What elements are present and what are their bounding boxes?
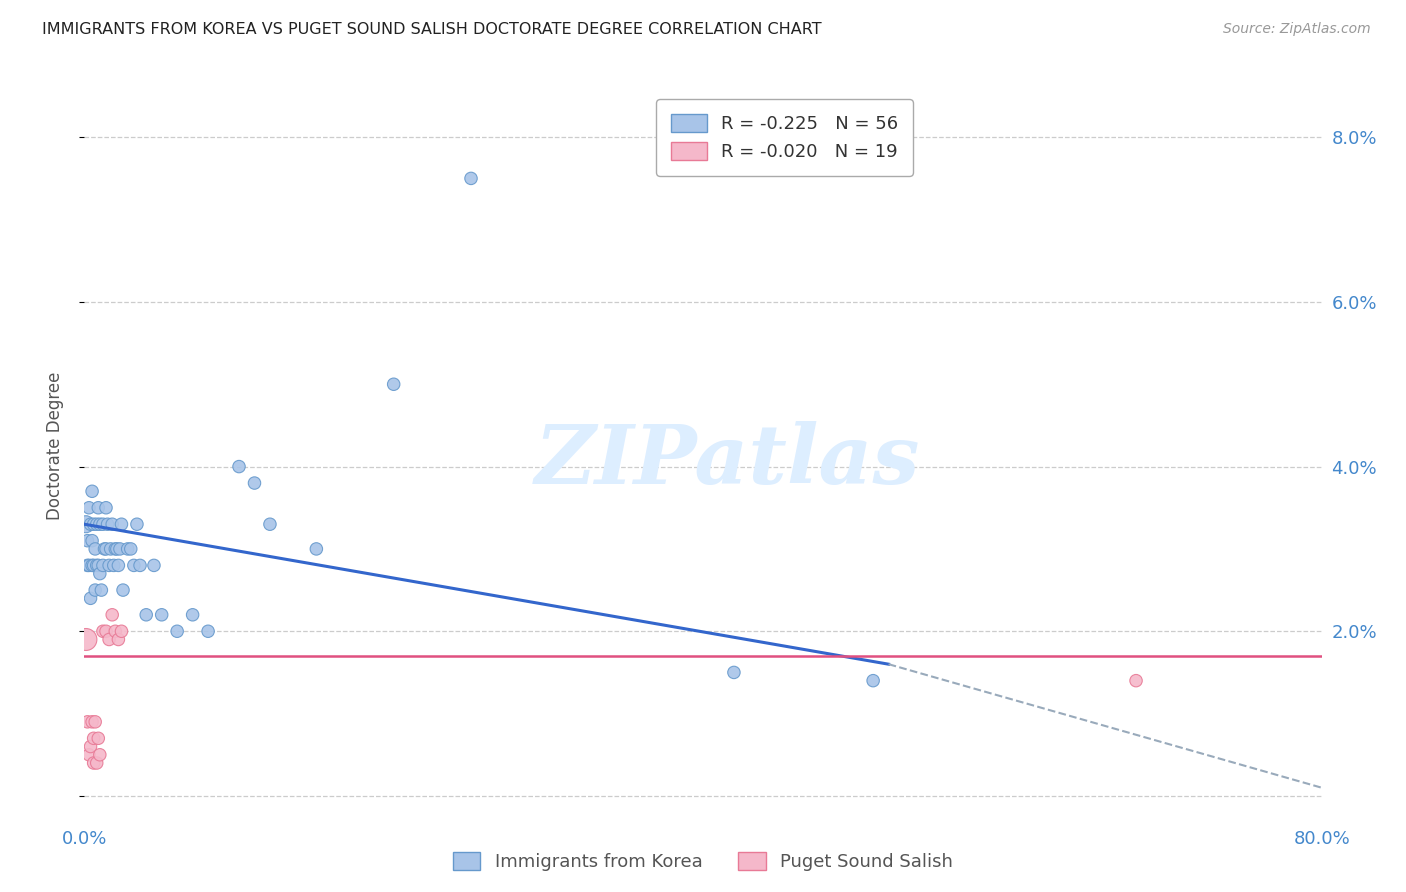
- Point: [86, 558, 108, 573]
- Point: [120, 541, 142, 556]
- Point: [107, 632, 129, 647]
- Point: [76, 714, 98, 729]
- Point: [82, 533, 104, 548]
- Point: [135, 607, 157, 622]
- Point: [89, 517, 111, 532]
- Point: [89, 747, 111, 762]
- Point: [723, 665, 745, 680]
- Point: [75, 517, 97, 532]
- Point: [110, 517, 132, 532]
- Point: [86, 756, 108, 770]
- Point: [94, 500, 117, 515]
- Point: [83, 558, 105, 573]
- Point: [82, 714, 104, 729]
- Point: [143, 558, 166, 573]
- Point: [87, 558, 110, 573]
- Point: [75, 632, 97, 647]
- Point: [76, 558, 98, 573]
- Legend: Immigrants from Korea, Puget Sound Salish: Immigrants from Korea, Puget Sound Salis…: [446, 845, 960, 879]
- Point: [101, 607, 124, 622]
- Point: [91, 624, 114, 639]
- Point: [94, 624, 117, 639]
- Y-axis label: Doctorate Degree: Doctorate Degree: [45, 372, 63, 520]
- Text: Source: ZipAtlas.com: Source: ZipAtlas.com: [1223, 22, 1371, 37]
- Point: [105, 541, 128, 556]
- Point: [104, 624, 127, 639]
- Point: [228, 459, 250, 474]
- Point: [90, 583, 112, 598]
- Point: [259, 517, 281, 532]
- Point: [89, 566, 111, 581]
- Point: [110, 624, 132, 639]
- Point: [87, 500, 110, 515]
- Point: [129, 558, 152, 573]
- Point: [181, 607, 204, 622]
- Point: [94, 541, 117, 556]
- Point: [150, 607, 173, 622]
- Point: [84, 541, 107, 556]
- Point: [98, 632, 121, 647]
- Legend: R = -0.225   N = 56, R = -0.020   N = 19: R = -0.225 N = 56, R = -0.020 N = 19: [657, 99, 912, 176]
- Point: [98, 558, 121, 573]
- Text: ZIPatlas: ZIPatlas: [536, 421, 921, 501]
- Point: [101, 517, 124, 532]
- Point: [87, 731, 110, 746]
- Point: [1125, 673, 1147, 688]
- Point: [79, 591, 101, 606]
- Point: [77, 558, 100, 573]
- Point: [93, 541, 115, 556]
- Point: [100, 541, 122, 556]
- Point: [84, 583, 107, 598]
- Point: [305, 541, 328, 556]
- Point: [91, 517, 114, 532]
- Point: [460, 171, 482, 186]
- Point: [79, 517, 101, 532]
- Point: [96, 517, 118, 532]
- Point: [117, 541, 139, 556]
- Point: [83, 517, 105, 532]
- Point: [82, 558, 104, 573]
- Point: [83, 756, 105, 770]
- Point: [382, 377, 405, 392]
- Point: [103, 558, 125, 573]
- Point: [91, 558, 114, 573]
- Point: [862, 673, 884, 688]
- Point: [82, 484, 104, 499]
- Point: [77, 500, 100, 515]
- Point: [79, 739, 101, 754]
- Point: [243, 476, 266, 491]
- Point: [84, 714, 107, 729]
- Point: [86, 517, 108, 532]
- Point: [76, 533, 98, 548]
- Point: [112, 583, 135, 598]
- Point: [108, 541, 131, 556]
- Point: [166, 624, 188, 639]
- Point: [77, 747, 100, 762]
- Point: [197, 624, 219, 639]
- Point: [104, 541, 127, 556]
- Text: IMMIGRANTS FROM KOREA VS PUGET SOUND SALISH DOCTORATE DEGREE CORRELATION CHART: IMMIGRANTS FROM KOREA VS PUGET SOUND SAL…: [42, 22, 821, 37]
- Point: [122, 558, 145, 573]
- Point: [83, 731, 105, 746]
- Point: [125, 517, 148, 532]
- Point: [107, 558, 129, 573]
